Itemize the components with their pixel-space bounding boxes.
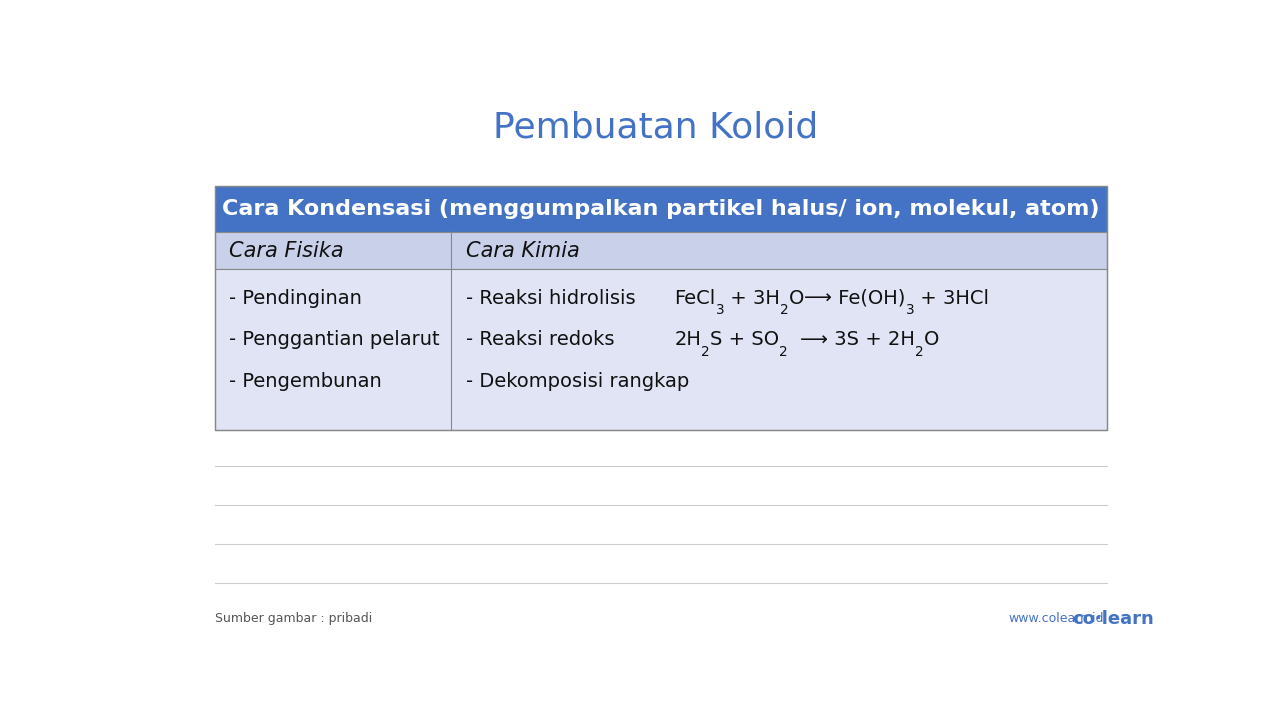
Text: - Penggantian pelarut: - Penggantian pelarut: [229, 330, 440, 349]
Bar: [215, 269, 1107, 430]
Text: O: O: [924, 330, 940, 349]
Text: O: O: [788, 289, 804, 307]
Text: - Reaksi redoks: - Reaksi redoks: [466, 330, 614, 349]
Text: 3S + 2H: 3S + 2H: [828, 330, 915, 349]
Text: + 3HCl: + 3HCl: [914, 289, 989, 307]
Text: + 3H: + 3H: [724, 289, 780, 307]
Text: co·learn: co·learn: [1073, 610, 1155, 628]
Bar: [215, 232, 1107, 269]
Text: 2: 2: [701, 345, 710, 359]
Text: Sumber gambar : pribadi: Sumber gambar : pribadi: [215, 612, 371, 625]
Text: FeCl: FeCl: [675, 289, 716, 307]
Text: Cara Fisika: Cara Fisika: [229, 240, 344, 261]
Text: - Dekomposisi rangkap: - Dekomposisi rangkap: [466, 372, 690, 391]
Text: ⟶: ⟶: [800, 330, 828, 349]
Text: - Pengembunan: - Pengembunan: [229, 372, 383, 391]
Text: Cara Kimia: Cara Kimia: [466, 240, 580, 261]
Text: Fe(OH): Fe(OH): [832, 289, 905, 307]
Text: 2H: 2H: [675, 330, 701, 349]
Text: - Pendinginan: - Pendinginan: [229, 289, 362, 307]
Bar: [215, 186, 1107, 232]
Text: - Reaksi hidrolisis: - Reaksi hidrolisis: [466, 289, 636, 307]
Text: www.colearn.id: www.colearn.id: [1009, 612, 1103, 625]
Text: S + SO: S + SO: [710, 330, 780, 349]
Text: 3: 3: [905, 303, 914, 318]
Text: 2: 2: [780, 345, 787, 359]
Text: Pembuatan Koloid: Pembuatan Koloid: [493, 111, 819, 145]
Text: 2: 2: [915, 345, 924, 359]
Text: 3: 3: [716, 303, 724, 318]
Text: Cara Kondensasi (menggumpalkan partikel halus/ ion, molekul, atom): Cara Kondensasi (menggumpalkan partikel …: [223, 199, 1100, 219]
Bar: [215, 186, 1107, 430]
Text: 2: 2: [780, 303, 788, 318]
Text: ⟶: ⟶: [804, 289, 832, 307]
